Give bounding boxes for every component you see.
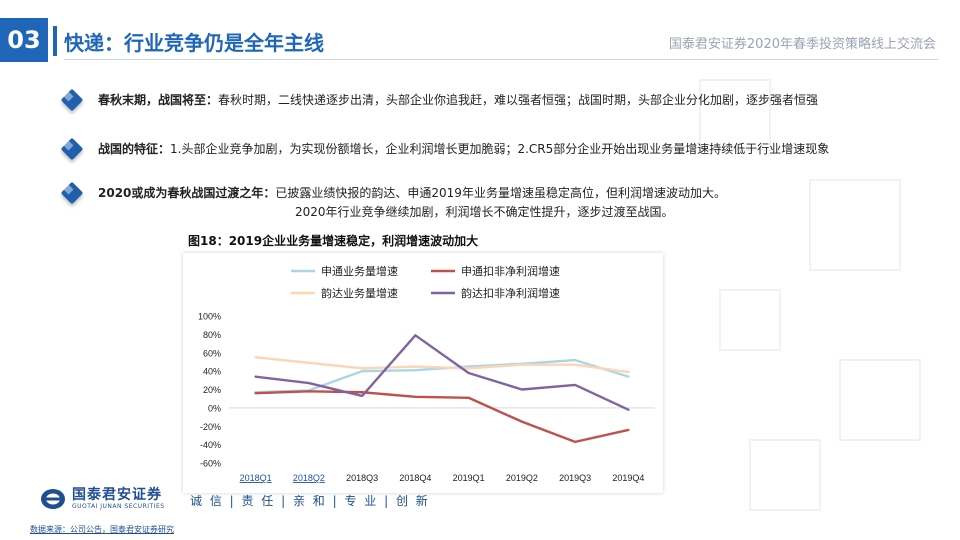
logo-name-cn: 国泰君安证券: [72, 487, 162, 503]
y-tick-label: 80%: [203, 330, 221, 340]
series-line: [254, 334, 630, 411]
data-source-note: 数据来源：公司公告，国泰君安证券研究: [30, 525, 174, 534]
bullet-item: 战国的特征：1.头部企业竞争加剧，为实现份额增长，企业利润增长更加脆弱；2.CR…: [60, 137, 829, 163]
x-tick-label: 2018Q3: [346, 473, 378, 483]
company-slogan: 诚 信 | 责 任 | 亲 和 | 专 业 | 创 新: [190, 494, 430, 508]
x-tick-label: 2019Q3: [559, 473, 591, 483]
diamond-bullet-icon: [60, 137, 86, 163]
page-title: 快递：行业竞争仍是全年主线: [64, 31, 324, 55]
title-accent-bar: [53, 26, 57, 56]
chart-title: 图18：2019企业业务量增速稳定，利润增速波动加大: [188, 234, 479, 248]
x-tick-label: 2018Q1: [240, 473, 272, 483]
bullet-text: 春秋时期，二线快递逐步出清，头部企业你追我赶，难以强者恒强；战国时期，头部企业分…: [218, 93, 819, 107]
legend-label: 韵达业务量增速: [321, 286, 398, 300]
y-tick-label: 100%: [198, 312, 221, 322]
company-logo: 国泰君安证券 GUOTAI JUNAN SECURITIES: [40, 488, 165, 510]
background-decoration: [699, 79, 921, 511]
x-tick-label: 2019Q4: [612, 473, 644, 483]
x-tick-label: 2019Q2: [506, 473, 538, 483]
bullet-item: 春秋末期，战国将至：春秋时期，二线快递逐步出清，头部企业你追我赶，难以强者恒强；…: [60, 88, 818, 114]
bullet-text: 已披露业绩快报的韵达、申通2019年业务量增速虽稳定高位，但利润增速波动加大。: [275, 186, 726, 200]
legend-label: 申通扣非净利润增速: [461, 264, 560, 278]
bullet-heading: 春秋末期，战国将至：: [98, 93, 219, 107]
y-tick-label: 20%: [203, 385, 221, 395]
diamond-bullet-icon: [60, 181, 86, 207]
bullet-heading: 2020或成为春秋战国过渡之年：: [98, 186, 276, 200]
y-tick-label: 60%: [203, 348, 221, 358]
header-event-title: 国泰君安证券2020年春季投资策略线上交流会: [668, 37, 936, 52]
logo-mark-icon: [41, 489, 65, 509]
bullet-heading: 战国的特征：: [98, 142, 171, 156]
header-divider: [64, 59, 938, 60]
bullet-item: 2020或成为春秋战国过渡之年：已披露业绩快报的韵达、申通2019年业务量增速虽…: [60, 181, 726, 222]
bullet-text: 1.头部企业竞争加剧，为实现份额增长，企业利润增长更加脆弱；2.CR5部分企业开…: [170, 142, 830, 156]
y-tick-label: -40%: [200, 440, 221, 450]
chart-panel: [183, 253, 663, 493]
line-chart: 100% 80% 60% 40% 20% 0% -20% -40% -60% 2018Q1 2018…: [198, 264, 655, 483]
series-line: [254, 390, 630, 444]
section-number: 03: [0, 18, 48, 62]
x-tick-label: 2018Q2: [293, 473, 325, 483]
x-tick-label: 2018Q4: [399, 473, 431, 483]
logo-name-en: GUOTAI JUNAN SECURITIES: [72, 503, 165, 510]
y-tick-label: 40%: [203, 367, 221, 377]
bullet-text-continued: 2020年行业竞争继续加剧，利润增长不确定性提升，逐步过渡至战国。: [295, 205, 674, 219]
x-tick-label: 2019Q1: [453, 473, 485, 483]
legend-label: 申通业务量增速: [321, 264, 398, 278]
diamond-bullet-icon: [60, 88, 86, 114]
legend-label: 韵达扣非净利润增速: [461, 286, 560, 300]
y-tick-label: 0%: [208, 403, 221, 413]
y-tick-label: -20%: [200, 422, 221, 432]
y-tick-label: -60%: [200, 459, 221, 469]
series-line: [254, 356, 630, 374]
